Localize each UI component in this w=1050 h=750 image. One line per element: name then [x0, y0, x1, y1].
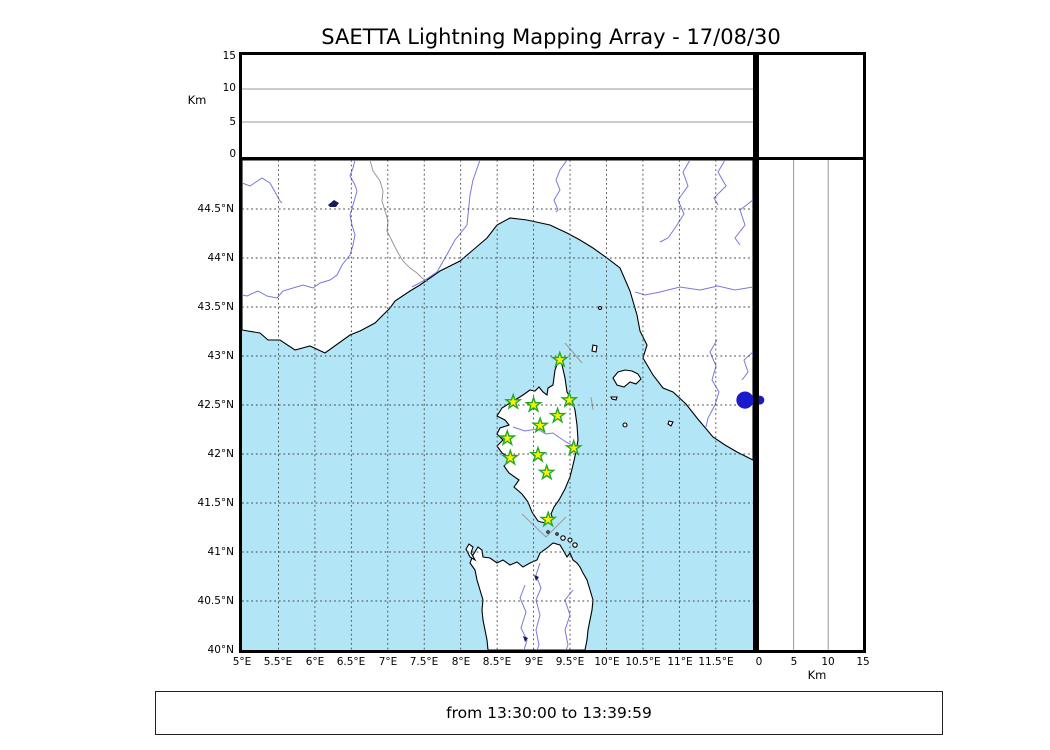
time-range-text: from 13:30:00 to 13:39:59 [156, 692, 942, 734]
lat-tick-44: 44°N [172, 252, 234, 264]
lat-tick-41-5: 41.5°N [172, 497, 234, 509]
figure-root: SAETTA Lightning Mapping Array - 17/08/3… [0, 0, 1050, 750]
lat-tick-40: 40°N [172, 644, 234, 656]
ralt-tick-15: 15 [848, 656, 878, 668]
time-range-box: from 13:30:00 to 13:39:59 [155, 691, 943, 735]
map-panel [239, 157, 756, 653]
alt-tick-5: 5 [198, 116, 236, 128]
ralt-tick-10: 10 [813, 656, 843, 668]
alt-tick-15: 15 [198, 50, 236, 62]
plot-title: SAETTA Lightning Mapping Array - 17/08/3… [210, 25, 892, 49]
lat-tick-42-5: 42.5°N [172, 399, 234, 411]
ralt-tick-0: 0 [744, 656, 774, 668]
altitude-latitude-panel [756, 157, 866, 653]
islet-strait-1 [547, 531, 549, 533]
lat-tick-44-5: 44.5°N [172, 203, 234, 215]
right-panel-xlabel: Km [801, 668, 833, 682]
lat-tick-43: 43°N [172, 350, 234, 362]
ralt-tick-5: 5 [779, 656, 809, 668]
lightning-source-dot [736, 392, 753, 409]
altitude-latitude-plot [759, 160, 863, 650]
island-maddalena-3 [573, 543, 577, 547]
island-maddalena-1 [561, 536, 565, 540]
altitude-longitude-panel [239, 52, 756, 160]
lat-tick-41: 41°N [172, 546, 234, 558]
islet-strait-2 [556, 533, 558, 535]
lat-tick-43-5: 43.5°N [172, 301, 234, 313]
top-panel-ylabel: Km [182, 93, 212, 107]
island-capraia [592, 345, 597, 352]
geographic-map [242, 160, 753, 650]
altitude-longitude-plot [242, 55, 753, 157]
alt-tick-10: 10 [198, 82, 236, 94]
corner-panel [756, 52, 866, 160]
lat-tick-40-5: 40.5°N [172, 595, 234, 607]
lightning-source-dot [759, 396, 764, 405]
lon-tick-11-5: 11.5°E [688, 656, 744, 668]
lat-tick-42: 42°N [172, 448, 234, 460]
island-montecristo [623, 423, 627, 427]
alt-tick-0: 0 [198, 148, 236, 160]
